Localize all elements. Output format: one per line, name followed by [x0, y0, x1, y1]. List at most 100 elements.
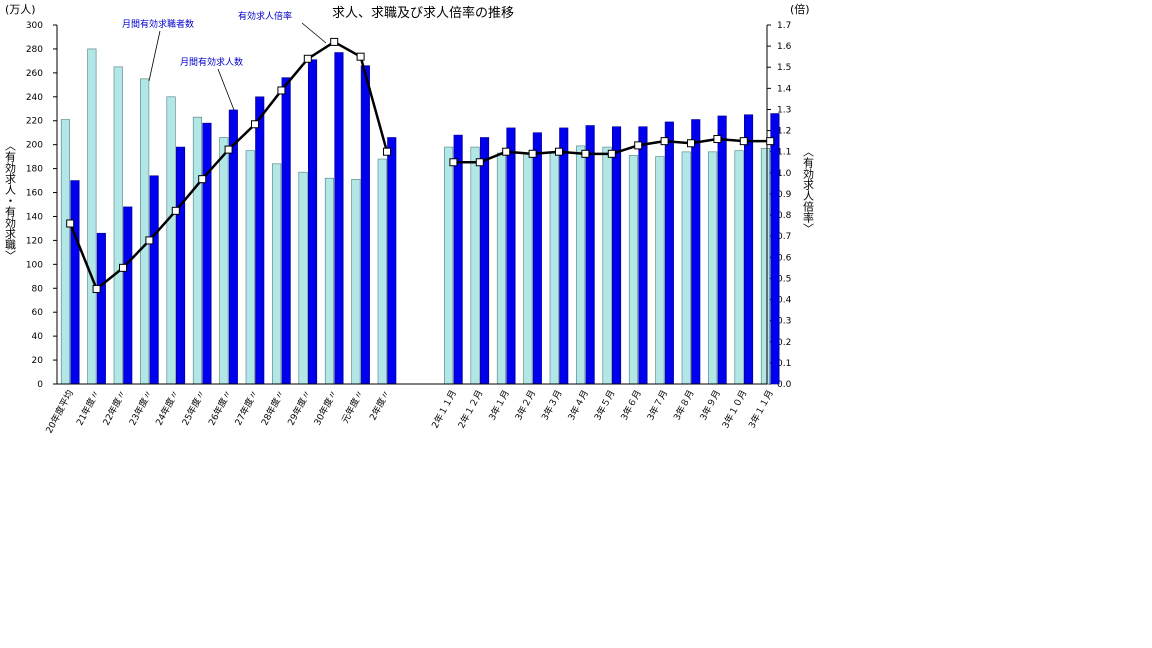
bar-job-openings — [176, 146, 186, 385]
bar-job-seekers — [470, 146, 480, 385]
right-tick-label: 1.1 — [777, 148, 791, 158]
bar-job-seekers — [140, 78, 150, 385]
bar-job-openings — [611, 126, 622, 385]
right-tick-label: 1.7 — [777, 21, 791, 31]
bar-job-seekers — [245, 150, 255, 385]
bar-job-openings — [96, 232, 106, 385]
left-tick-label: 280 — [26, 45, 43, 55]
category-label: 2年１１月 — [429, 388, 459, 430]
right-tick-label: 1.2 — [777, 127, 791, 137]
ratio-point — [66, 219, 75, 228]
bar-job-seekers — [444, 146, 454, 385]
category-label: 30年度〃 — [311, 388, 340, 428]
right-tick-label: 0.8 — [777, 211, 792, 221]
right-tick-label: 0.3 — [777, 317, 791, 327]
bar-job-openings — [307, 59, 318, 385]
bar-job-seekers — [351, 179, 361, 385]
bar-job-seekers — [602, 146, 612, 385]
category-label: 3年１０月 — [719, 388, 749, 430]
ratio-point — [739, 137, 748, 146]
right-tick-label: 1.4 — [777, 84, 792, 94]
bar-job-openings — [532, 132, 542, 385]
annotation-label: 月間有効求人数 — [180, 56, 243, 68]
right-tick-label: 0.0 — [777, 380, 792, 390]
chart-title: 求人、求職及び求人倍率の推移 — [332, 5, 514, 21]
bar-job-seekers — [708, 151, 718, 385]
ratio-point — [634, 141, 643, 150]
bar-job-seekers — [166, 96, 176, 385]
right-tick-label: 0.6 — [777, 253, 792, 263]
category-label: 3年２月 — [512, 388, 538, 423]
ratio-point — [766, 137, 775, 146]
bar-job-openings — [334, 52, 344, 385]
bar-job-seekers — [60, 119, 71, 385]
right-tick-label: 0.4 — [777, 296, 792, 306]
ratio-point — [581, 149, 590, 158]
category-label: 3年１月 — [486, 388, 512, 423]
category-label: 3年９月 — [697, 388, 723, 423]
left-tick-label: 260 — [26, 69, 43, 79]
right-tick-label: 0.1 — [777, 359, 791, 369]
ratio-point — [713, 135, 722, 144]
left-tick-label: 100 — [26, 260, 43, 270]
left-tick-label: 160 — [26, 189, 43, 199]
bar-job-seekers — [523, 153, 533, 385]
category-labels: 20年度平均 21年度〃 22年度〃 23年度〃 24年度〃 25年度〃 26年度〃 27年度… — [43, 388, 776, 436]
category-label: 3年１１月 — [746, 388, 776, 430]
ratio-point — [119, 263, 127, 272]
ratio-point — [449, 158, 458, 167]
category-label: 2年１２月 — [455, 388, 485, 430]
right-tick-label: 0.2 — [777, 338, 791, 348]
ratio-point — [224, 145, 233, 154]
bar-job-openings — [743, 114, 754, 385]
category-label: 22年度〃 — [100, 388, 129, 428]
bar-job-seekers — [192, 116, 202, 385]
bar-job-openings — [559, 127, 569, 385]
ratio-point — [528, 149, 537, 158]
bar-job-seekers — [377, 158, 387, 385]
bar-job-openings — [281, 77, 291, 385]
right-tick-label: 1.0 — [777, 169, 792, 179]
category-label: 3年８月 — [671, 388, 697, 423]
ratio-point — [660, 137, 669, 146]
ratio-point — [330, 37, 339, 46]
bar-job-openings — [387, 137, 397, 385]
ratio-point — [171, 206, 180, 215]
left-tick-label: 140 — [26, 212, 43, 222]
right-tick-label: 1.6 — [777, 42, 792, 52]
category-label: 26年度〃 — [206, 388, 235, 428]
bar-job-openings — [638, 126, 648, 385]
category-label: 25年度〃 — [179, 388, 208, 428]
category-label: 2年度〃 — [367, 388, 393, 423]
left-tick-label: 60 — [32, 308, 44, 318]
ratio-point — [687, 139, 695, 148]
category-label: 28年度〃 — [258, 388, 287, 428]
ratio-point — [145, 236, 154, 245]
left-tick-label: 0 — [37, 380, 43, 390]
category-label: 24年度〃 — [153, 388, 182, 428]
category-label: 3年７月 — [644, 388, 670, 423]
bar-job-seekers — [655, 156, 665, 385]
bar-job-seekers — [87, 48, 97, 385]
category-label: 元年度〃 — [339, 388, 367, 425]
bar-job-openings — [360, 65, 370, 385]
bar-job-seekers — [113, 66, 123, 385]
bar-job-openings — [691, 119, 701, 385]
right-tick-label: 0.9 — [777, 190, 792, 200]
ratio-point — [198, 175, 207, 184]
ratio-point — [277, 86, 286, 95]
ratio-point — [607, 149, 616, 158]
ratio-line — [66, 37, 775, 293]
right-axis-title: ︿有効求人倍率﹀ — [802, 146, 815, 234]
category-label: 3年５月 — [591, 388, 617, 423]
bar-job-openings — [255, 96, 265, 385]
left-axis-unit: (万人) — [5, 3, 36, 16]
right-tick-label: 1.5 — [777, 63, 791, 73]
left-axis-title: ︿有効求人・有効求職﹀ — [4, 140, 17, 261]
ratio-point — [502, 147, 511, 156]
bar-job-seekers — [681, 151, 691, 385]
bar-job-seekers — [549, 152, 559, 385]
category-label: 3年４月 — [565, 388, 591, 423]
